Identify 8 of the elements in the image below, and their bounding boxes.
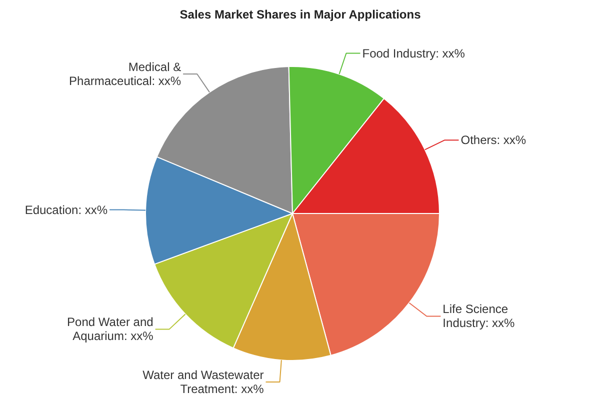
- slice-label: Water and Wastewater Treatment: xx%: [142, 368, 264, 396]
- slice-label: Food Industry: xx%: [362, 46, 466, 60]
- slice-label: Others: xx%: [460, 133, 526, 148]
- slice-label: Education: xx%: [24, 202, 108, 217]
- slice-label: Pond Water and Aquarium: xx%: [67, 315, 154, 344]
- slice-label: Life Science Industry: xx%: [442, 302, 516, 330]
- chart-title: Sales Market Shares in Major Applications: [180, 8, 422, 22]
- slice-label: Medical & Pharmaceutical: xx%: [69, 60, 182, 88]
